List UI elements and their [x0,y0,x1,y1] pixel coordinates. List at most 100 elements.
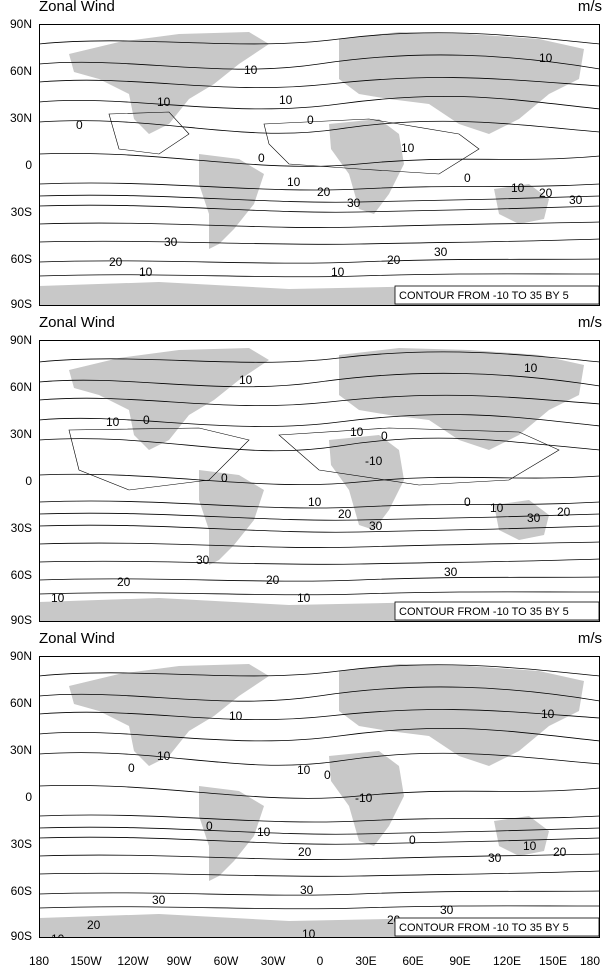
contour-label: 10 [523,839,537,853]
contour-label: 10 [229,709,243,723]
contour-label: 30 [434,245,448,259]
x-tick-label: 180 [28,954,50,968]
contour-label: 0 [128,761,135,775]
contour-label: 30 [569,193,583,207]
land-layer [39,32,600,306]
x-tick-label: 120W [117,954,149,968]
units-label: m/s [577,0,602,15]
x-tick-label: 30W [260,954,286,968]
contour-note: CONTOUR FROM -10 TO 35 BY 5 [399,290,569,302]
contour-layer [39,664,600,910]
contour-label: 10 [302,927,316,938]
y-tick-label: 30N [9,743,32,757]
contour-label: 0 [206,819,213,833]
contour-label: 10 [139,265,153,279]
panel-3: Zonal Wind m/s 90N 60N 30N 0 30S 60S 90S [0,630,610,968]
contour-label: 0 [409,833,416,847]
map-plot: 10 10 10 0 10 0 -10 0 10 0 20 10 30 20 3… [39,656,600,938]
y-tick-label: 0 [25,158,32,172]
units-label: m/s [577,630,602,647]
y-tick-label: 60S [10,568,32,582]
y-tick-label: 30N [9,427,32,441]
contour-label: 20 [298,845,312,859]
y-tick-label: 60S [10,252,32,266]
contour-note: CONTOUR FROM -10 TO 35 BY 5 [399,606,569,618]
contour-label: 30 [347,196,361,210]
contour-label: 30 [440,903,454,917]
contour-label: 30 [444,565,458,579]
units-label: m/s [577,314,602,331]
contour-label: 30 [527,511,541,525]
contour-label: 10 [244,63,258,77]
contour-label: 20 [317,185,331,199]
contour-label: 10 [106,415,120,429]
contour-label: 30 [196,553,210,567]
contour-label: 10 [350,425,364,439]
x-tick-label: 150E [538,954,568,968]
contour-label: 0 [258,151,265,165]
panel-1: Zonal Wind m/s 90N 60N 30N 0 30S 60S 90S [0,0,610,311]
contour-label: 0 [307,113,314,127]
map-frame [39,656,600,938]
contour-label: 10 [279,93,293,107]
panel-2: Zonal Wind m/s 90N 60N 30N 0 30S 60S 90S [0,314,610,627]
contour-label-group: 10 10 10 0 10 0 10 0 10 10 20 30 20 30 3… [76,51,583,279]
contour-label: -10 [365,454,383,468]
y-tick-label: 0 [25,474,32,488]
y-tick-label: 90S [10,929,32,943]
contour-label: 0 [143,413,150,427]
map-frame [39,340,600,622]
contour-label: 30 [369,519,383,533]
contour-label: 10 [524,361,538,375]
y-tick-label: 30S [10,205,32,219]
x-tick-label: 60W [213,954,239,968]
contour-label: 30 [300,883,314,897]
y-tick-label: 30S [10,837,32,851]
contour-label: 30 [488,851,502,865]
x-tick-label: 180 [579,954,601,968]
contour-label: 20 [557,505,571,519]
contour-label: 30 [164,235,178,249]
contour-label: 10 [511,181,525,195]
map-plot: 10 10 10 0 0 10 0 -10 10 20 30 0 10 20 3… [39,340,600,622]
y-tick-label: 90S [10,613,32,627]
contour-label: 10 [297,763,311,777]
contour-label: 0 [464,495,471,509]
y-tick-label: 0 [25,790,32,804]
x-tick-label: 90W [166,954,192,968]
map-frame [39,24,600,306]
contour-label: 10 [157,749,171,763]
contour-label: 10 [541,707,555,721]
contour-label: 10 [490,501,504,515]
contour-layer [39,32,600,278]
contour-label: 20 [553,845,567,859]
note-box: CONTOUR FROM -10 TO 35 BY 5 [394,917,600,937]
contour-label: 20 [387,253,401,267]
y-tick-label: 60S [10,884,32,898]
contour-label: 0 [221,471,228,485]
x-tick-label: 0 [316,954,324,968]
contour-label: -10 [355,791,373,805]
contour-label-group: 10 10 10 0 10 0 -10 0 10 0 20 10 30 20 3… [51,707,567,938]
x-tick-label: 60E [402,954,424,968]
hatch-layer [108,111,480,175]
x-tick-label: 30E [355,954,377,968]
contour-label: 10 [331,265,345,279]
contour-note: CONTOUR FROM -10 TO 35 BY 5 [399,922,569,934]
x-tick-label: 90E [449,954,471,968]
contour-label: 20 [539,186,553,200]
contour-label: 10 [257,825,271,839]
contour-label: 20 [87,918,101,932]
y-tick-label: 90N [9,17,32,31]
contour-label: 20 [117,575,131,589]
panel-title: Zonal Wind [39,630,115,647]
y-tick-label: 60N [9,696,32,710]
y-tick-label: 90S [10,297,32,311]
note-box: CONTOUR FROM -10 TO 35 BY 5 [394,601,600,621]
contour-label: 10 [287,175,301,189]
contour-label: 10 [51,591,65,605]
contour-label: 10 [157,95,171,109]
x-tick-label: 150W [70,954,102,968]
contour-label: 0 [464,171,471,185]
y-tick-label: 60N [9,380,32,394]
